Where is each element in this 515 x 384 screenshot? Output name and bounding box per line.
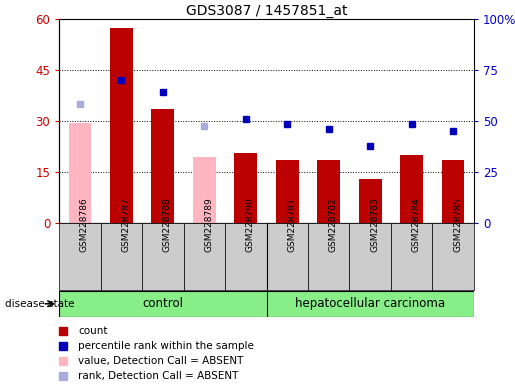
Text: GSM228790: GSM228790 xyxy=(246,197,255,252)
Text: disease state: disease state xyxy=(5,299,75,309)
Text: value, Detection Call = ABSENT: value, Detection Call = ABSENT xyxy=(78,356,243,366)
Text: GSM228786: GSM228786 xyxy=(80,197,89,252)
Text: GSM228787: GSM228787 xyxy=(122,197,130,252)
Bar xyxy=(234,153,257,223)
Bar xyxy=(442,160,465,223)
Bar xyxy=(193,157,216,223)
Bar xyxy=(317,160,340,223)
Text: hepatocellular carcinoma: hepatocellular carcinoma xyxy=(295,297,445,310)
Bar xyxy=(308,223,349,290)
Text: GSM228782: GSM228782 xyxy=(329,197,338,252)
Text: GSM228784: GSM228784 xyxy=(411,197,421,252)
Bar xyxy=(359,179,382,223)
Text: GSM228783: GSM228783 xyxy=(370,197,379,252)
Text: GSM228785: GSM228785 xyxy=(453,197,462,252)
Bar xyxy=(391,223,433,290)
Bar xyxy=(142,223,183,290)
Text: count: count xyxy=(78,326,108,336)
Bar xyxy=(110,28,133,223)
Bar xyxy=(225,223,267,290)
Bar xyxy=(101,223,142,290)
Text: GSM228781: GSM228781 xyxy=(287,197,296,252)
Text: rank, Detection Call = ABSENT: rank, Detection Call = ABSENT xyxy=(78,371,238,381)
Bar xyxy=(276,160,299,223)
Title: GDS3087 / 1457851_at: GDS3087 / 1457851_at xyxy=(186,4,347,18)
Bar xyxy=(433,223,474,290)
Bar xyxy=(400,155,423,223)
Bar xyxy=(267,223,308,290)
Bar xyxy=(59,223,101,290)
Text: percentile rank within the sample: percentile rank within the sample xyxy=(78,341,254,351)
Bar xyxy=(151,109,174,223)
Bar xyxy=(184,223,225,290)
Text: control: control xyxy=(142,297,183,310)
Bar xyxy=(68,122,91,223)
Text: GSM228788: GSM228788 xyxy=(163,197,172,252)
Text: GSM228789: GSM228789 xyxy=(204,197,213,252)
Bar xyxy=(349,223,391,290)
